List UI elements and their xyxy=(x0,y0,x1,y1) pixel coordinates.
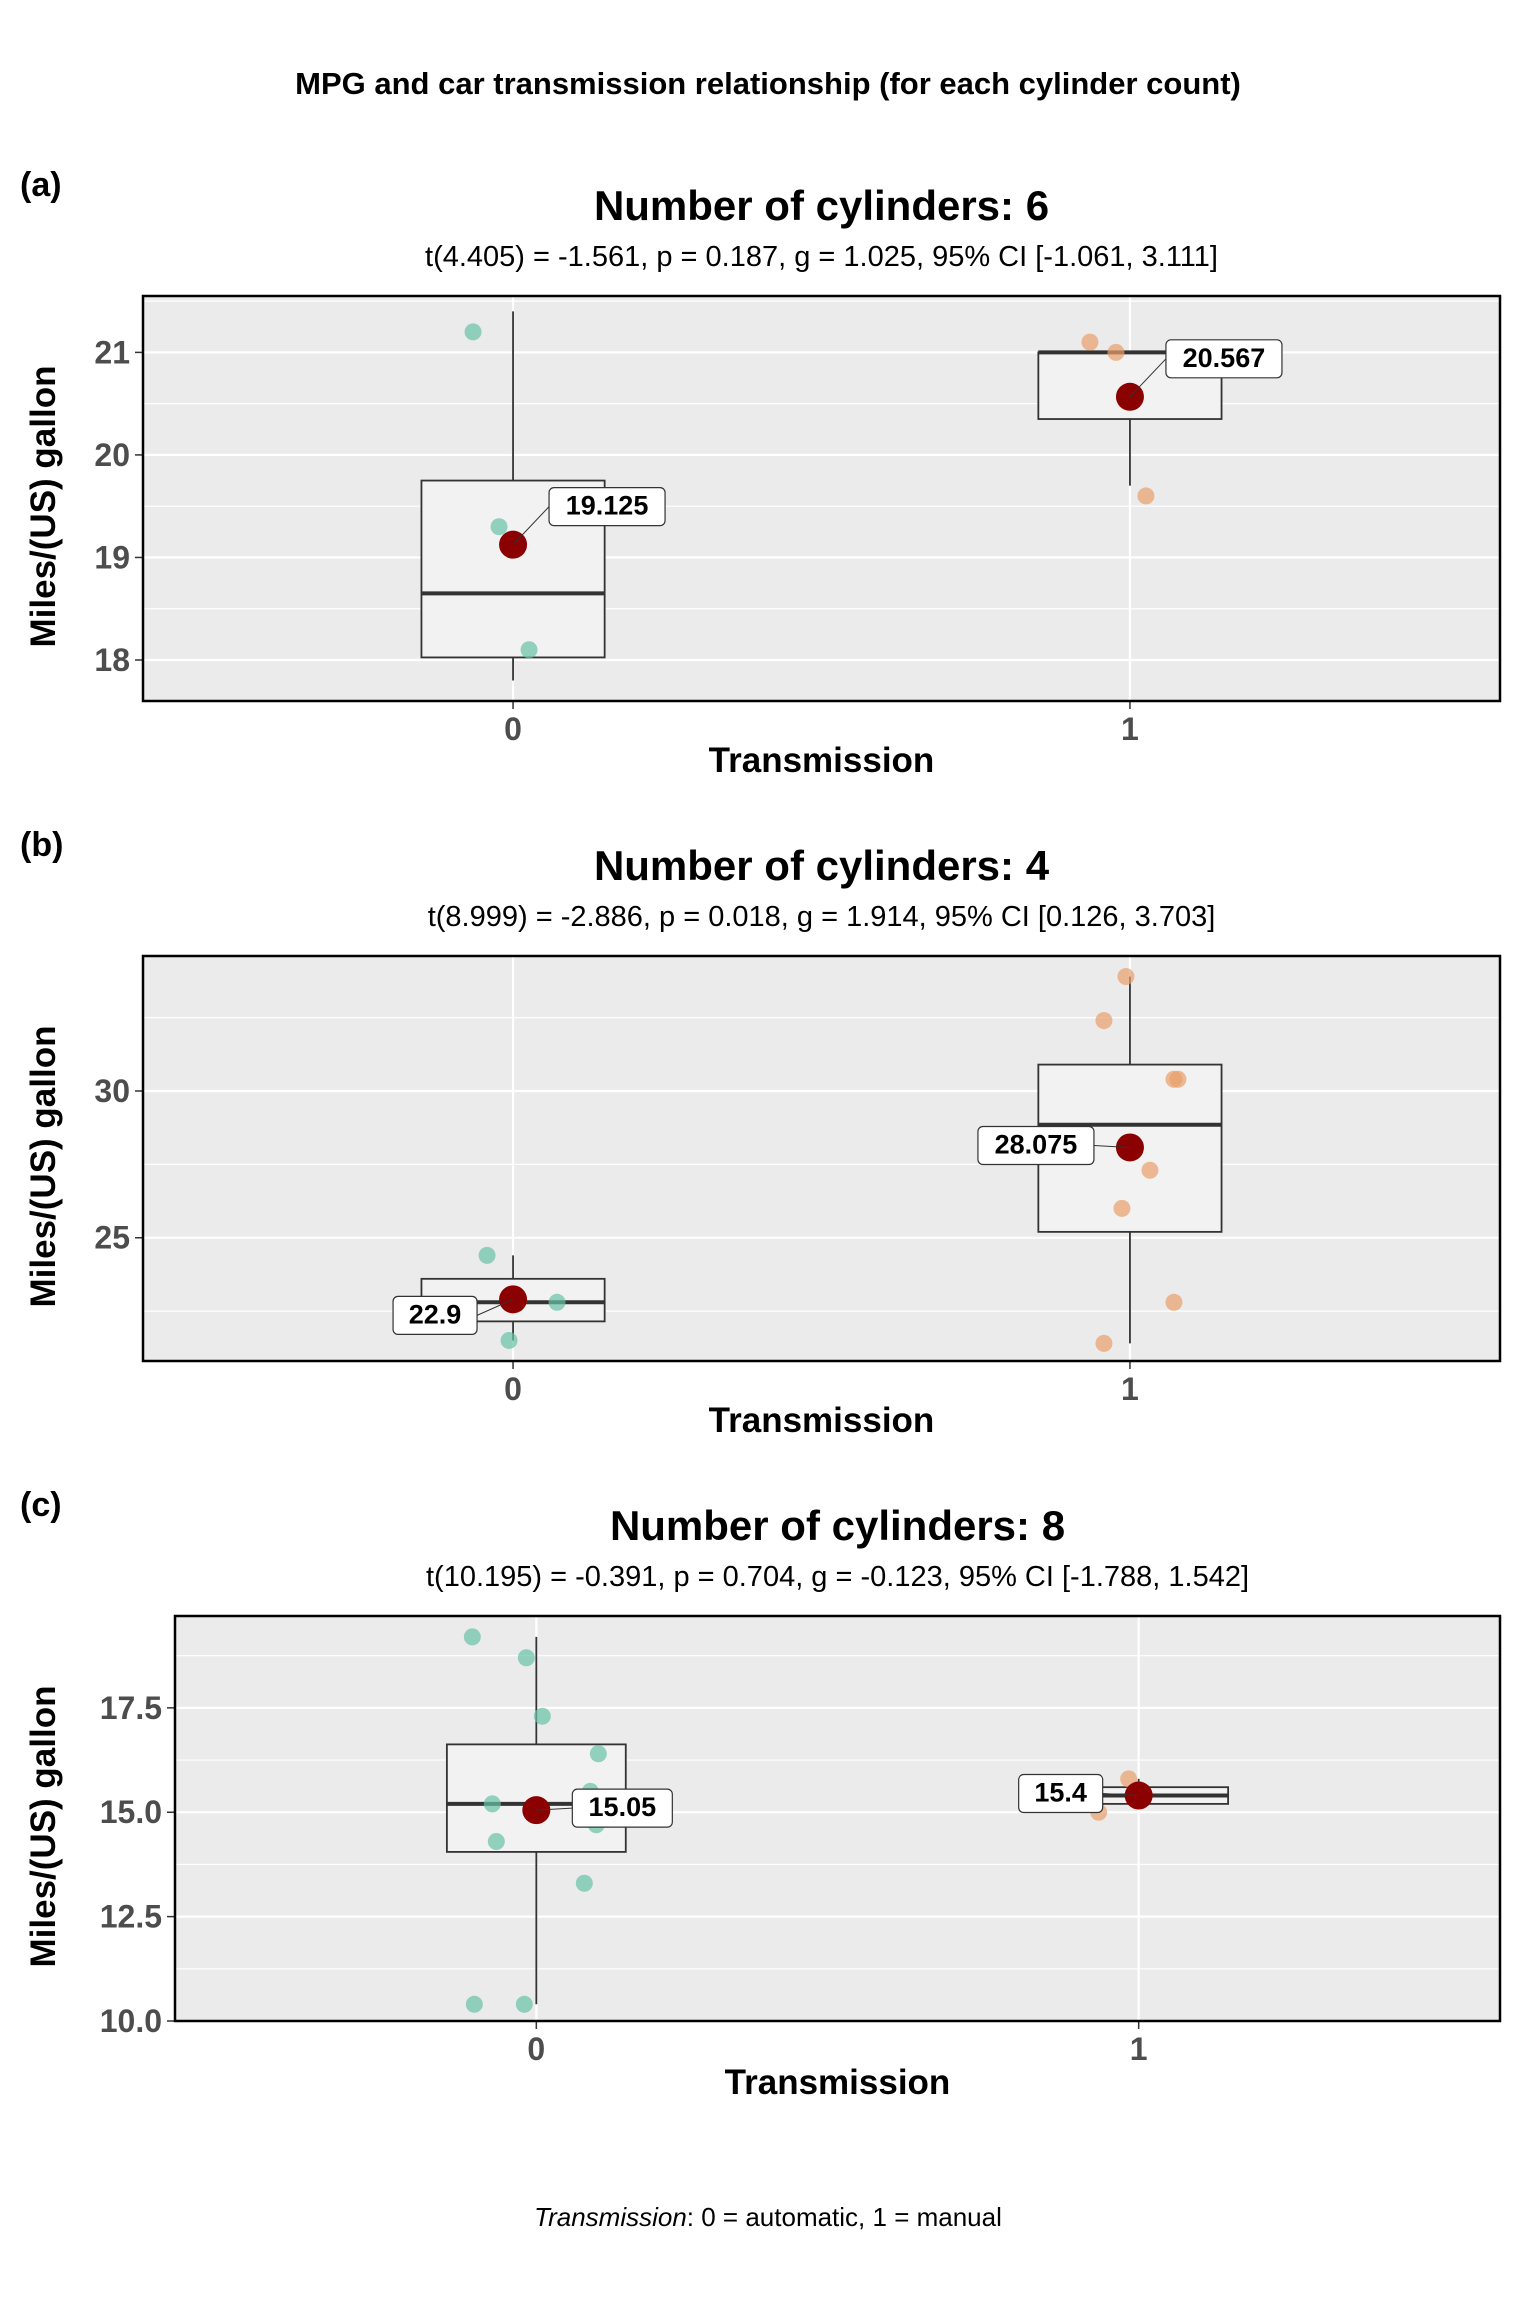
mean-label-text: 15.4 xyxy=(1034,1778,1087,1808)
mean-label-text: 19.125 xyxy=(566,491,649,521)
mean-label-text: 28.075 xyxy=(995,1129,1078,1159)
x-tick-label: 1 xyxy=(1130,2031,1148,2067)
panel-subtitle: t(4.405) = -1.561, p = 0.187, g = 1.025,… xyxy=(425,241,1218,273)
data-point xyxy=(1137,487,1155,505)
data-point xyxy=(1165,1293,1183,1311)
data-point xyxy=(483,1795,501,1813)
mean-label-text: 15.05 xyxy=(589,1792,657,1822)
mean-label-connector xyxy=(476,1298,514,1316)
panel-title: Number of cylinders: 8 xyxy=(610,1502,1065,1549)
y-tick-label: 19 xyxy=(94,539,130,575)
y-tick-label: 25 xyxy=(94,1220,130,1256)
data-point xyxy=(1141,1161,1159,1179)
plot-background xyxy=(143,296,1500,701)
y-tick-label: 18 xyxy=(94,642,130,678)
panel-tag: (c) xyxy=(20,1486,62,1524)
panel-tag: (a) xyxy=(20,166,62,204)
data-point xyxy=(548,1293,566,1311)
figure-title: MPG and car transmission relationship (f… xyxy=(295,66,1241,101)
data-point xyxy=(1107,343,1125,361)
data-point xyxy=(1095,1334,1113,1352)
data-point xyxy=(1113,1199,1131,1217)
mean-label-box xyxy=(1165,339,1283,379)
data-point xyxy=(575,1874,593,1892)
panel-title: Number of cylinders: 6 xyxy=(594,182,1049,229)
mean-label-connector xyxy=(512,506,550,545)
data-point xyxy=(1169,1070,1187,1088)
mean-label-box xyxy=(548,487,666,527)
x-tick-label: 1 xyxy=(1121,711,1139,747)
panel-subtitle: t(10.195) = -0.391, p = 0.704, g = -0.12… xyxy=(426,1561,1249,1593)
data-point xyxy=(465,1995,483,2013)
x-tick-label: 0 xyxy=(504,1371,522,1407)
y-tick-label: 20 xyxy=(94,437,130,473)
y-tick-label: 15.0 xyxy=(100,1794,162,1830)
x-tick-label: 1 xyxy=(1121,1371,1139,1407)
panel-title: Number of cylinders: 4 xyxy=(594,842,1050,889)
plot-border xyxy=(173,1614,1502,2023)
y-tick-label: 12.5 xyxy=(100,1899,162,1935)
x-axis-label: Transmission xyxy=(709,741,935,780)
mean-label-connector xyxy=(536,1807,573,1811)
x-axis-label: Transmission xyxy=(725,2063,951,2102)
panel-tag: (b) xyxy=(20,826,63,864)
data-point xyxy=(1081,333,1099,351)
data-point xyxy=(1117,968,1135,986)
y-tick-label: 10.0 xyxy=(100,2003,162,2039)
data-point xyxy=(487,1832,505,1850)
caption-italic: Transmission xyxy=(534,2202,687,2232)
mean-label-box xyxy=(571,1788,673,1828)
y-axis-label: Miles/(US) gallon xyxy=(24,366,63,648)
mean-label-box xyxy=(1018,1773,1104,1814)
data-point xyxy=(500,1331,518,1349)
y-axis-label: Miles/(US) gallon xyxy=(24,1686,63,1968)
data-point xyxy=(533,1707,551,1725)
data-point xyxy=(490,518,508,536)
data-point xyxy=(478,1246,496,1264)
mean-label-connector xyxy=(1093,1144,1130,1148)
x-tick-label: 0 xyxy=(527,2031,545,2067)
data-point xyxy=(589,1745,607,1763)
y-tick-label: 21 xyxy=(94,334,130,370)
panel-cylinders-4: (b) Number of cylinders: 4 t(8.999) = -2.8… xyxy=(20,826,1502,1440)
x-tick-label: 0 xyxy=(504,711,522,747)
y-tick-label: 17.5 xyxy=(100,1690,162,1726)
mean-label-text: 20.567 xyxy=(1183,343,1266,373)
panel-cylinders-8: (c) Number of cylinders: 8 t(10.195) = -0.… xyxy=(20,1486,1502,2102)
mean-label-connector xyxy=(1129,358,1167,398)
x-axis-label: Transmission xyxy=(709,1401,935,1440)
plot-background xyxy=(175,1616,1500,2021)
figure-caption: Transmission: 0 = automatic, 1 = manual xyxy=(534,2202,1002,2232)
y-axis-label: Miles/(US) gallon xyxy=(24,1026,63,1308)
panel-cylinders-6: (a) Number of cylinders: 6 t(4.405) = -1.5… xyxy=(20,166,1502,780)
data-point xyxy=(463,1628,481,1646)
panel-subtitle: t(8.999) = -2.886, p = 0.018, g = 1.914,… xyxy=(428,901,1216,933)
mean-label-text: 22.9 xyxy=(409,1299,462,1329)
plot-border xyxy=(141,294,1502,703)
y-tick-label: 30 xyxy=(94,1073,130,1109)
data-point xyxy=(1095,1012,1113,1030)
data-point xyxy=(517,1649,535,1667)
mean-label-box xyxy=(392,1295,478,1335)
mean-label-connector xyxy=(1102,1793,1139,1797)
mean-label-box xyxy=(977,1125,1095,1166)
data-point xyxy=(515,1995,533,2013)
plot-border xyxy=(141,954,1502,1363)
data-point xyxy=(464,323,482,341)
caption-rest: : 0 = automatic, 1 = manual xyxy=(687,2202,1002,2232)
plot-background xyxy=(143,956,1500,1361)
data-point xyxy=(520,641,538,659)
